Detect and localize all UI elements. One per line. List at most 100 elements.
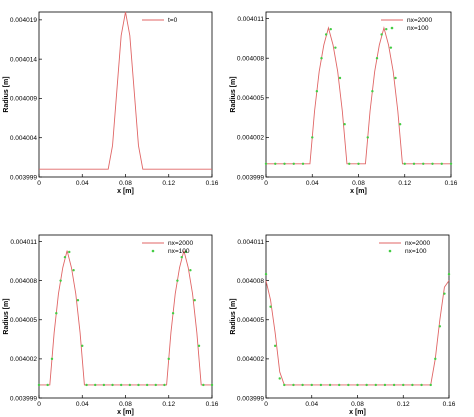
data-point [440, 162, 443, 165]
x-tick-label: 0.04 [305, 401, 318, 408]
y-axis-label: Radius [m] [230, 76, 237, 112]
data-point [264, 272, 268, 276]
data-point [319, 383, 323, 387]
data-point [264, 162, 268, 165]
data-point [338, 76, 342, 80]
legend-label: nx=100 [407, 25, 429, 32]
data-point [50, 357, 54, 361]
data-point [46, 383, 49, 387]
y-tick-label: 0.004011 [237, 239, 264, 246]
chart-panel-2: 0 0.04 0.08 0.12 0.16 0.003999 0.004002 0.00400… [230, 11, 458, 195]
data-point [403, 162, 406, 165]
legend-label: nx=2000 [405, 240, 431, 247]
y-tick-label: 0.004011 [237, 16, 264, 23]
legend-entry: nx=2000 [379, 240, 431, 247]
x-tick-label: 0.16 [443, 401, 456, 408]
y-tick-label: 0.004009 [10, 96, 37, 103]
data-point [394, 76, 397, 80]
legend-entry: nx=100 [390, 25, 429, 32]
data-point [438, 325, 442, 328]
data-point [171, 312, 175, 315]
x-tick-label: 0.04 [76, 180, 89, 187]
x-tick-label: 0.16 [445, 180, 458, 187]
y-tick-label: 0.004002 [237, 135, 264, 142]
chart-panel-1: 0 0.04 0.08 0.12 0.16 0.003999 0.004004 0.00400… [3, 11, 219, 195]
data-point [163, 383, 166, 387]
data-point [167, 357, 170, 361]
data-point [412, 162, 416, 165]
legend-entry: nx=100 [388, 248, 427, 255]
series-line-nx-2000 [39, 250, 212, 386]
y-axis-label: Radius [m] [3, 76, 10, 112]
data-point [59, 279, 62, 282]
data-point [431, 162, 434, 165]
data-point [374, 383, 377, 387]
data-point [202, 383, 205, 387]
x-tick-label: 0 [37, 401, 41, 408]
y-tick-label: 0.004002 [10, 356, 37, 363]
x-tick-label: 0.08 [119, 401, 132, 408]
y-tick-label: 0.004002 [237, 356, 264, 363]
y-tick-label: 0.004005 [237, 317, 264, 324]
data-point [189, 269, 192, 272]
y-tick-label: 0.003999 [237, 395, 264, 402]
data-point [347, 383, 350, 387]
data-point [392, 383, 396, 387]
data-point [274, 162, 277, 165]
x-tick-label: 0.12 [398, 180, 411, 187]
chart-panel-4: 0 0.04 0.08 0.12 0.16 0.003999 0.004002 0.00400… [230, 234, 456, 416]
y-tick-label: 0.004004 [10, 135, 37, 142]
data-point [366, 136, 369, 139]
data-point [145, 383, 149, 387]
x-tick-label: 0.08 [352, 180, 365, 187]
data-point [449, 162, 453, 165]
data-point [94, 383, 97, 387]
legend-marker-swatch [390, 26, 394, 30]
plot-frame [265, 11, 452, 178]
data-point [184, 250, 188, 254]
x-tick-label: 0 [264, 401, 268, 408]
x-axis-label: x [m] [117, 409, 134, 416]
data-point [292, 383, 295, 387]
data-point [375, 57, 379, 60]
x-tick-label: 0.04 [306, 180, 319, 187]
x-tick-label: 0.16 [206, 180, 219, 187]
data-point [357, 162, 360, 165]
data-point [338, 383, 341, 387]
y-tick-label: 0.003999 [10, 395, 37, 402]
data-point [68, 250, 71, 254]
legend-label: nx=2000 [168, 240, 194, 247]
data-point [128, 383, 132, 387]
data-point [193, 299, 196, 302]
data-point [398, 123, 402, 126]
data-point [63, 255, 67, 259]
data-point [329, 27, 332, 31]
data-point [283, 383, 286, 387]
legend-marker-swatch [151, 249, 155, 253]
data-point [310, 383, 313, 387]
data-point [273, 344, 277, 348]
x-tick-label: 0.08 [351, 401, 364, 408]
data-point [420, 383, 423, 387]
data-point [434, 357, 437, 361]
data-point [283, 162, 286, 165]
data-point [385, 27, 388, 31]
data-point [334, 46, 337, 49]
x-tick-label: 0.08 [119, 180, 132, 187]
data-point [37, 383, 41, 387]
data-point [176, 279, 179, 282]
series-line-nx-2000 [265, 280, 450, 386]
x-tick-label: 0 [37, 180, 41, 187]
data-point [102, 383, 106, 387]
y-tick-label: 0.004008 [237, 56, 264, 63]
legend-label: nx=100 [168, 248, 190, 255]
legend-entry: nx=2000 [381, 17, 433, 24]
x-axis-label: x [m] [117, 188, 134, 195]
data-point [210, 383, 214, 387]
data-point [356, 383, 359, 387]
data-point [422, 162, 425, 165]
data-point [72, 269, 75, 272]
legend-label: nx=2000 [407, 17, 433, 24]
data-point [411, 383, 414, 387]
